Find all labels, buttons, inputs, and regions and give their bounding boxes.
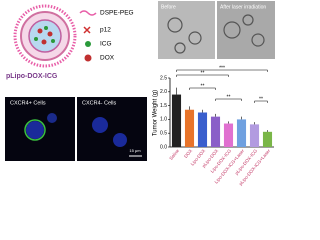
y-tick-label: 1.0 xyxy=(160,117,167,123)
bar xyxy=(249,124,260,147)
significance-label: *** xyxy=(219,65,225,71)
microscopy-image xyxy=(77,97,147,161)
significance-label: ** xyxy=(227,94,231,100)
y-tick-label: 2.0 xyxy=(160,89,167,95)
tem-vesicles xyxy=(167,14,265,54)
y-tick-label: 1.5 xyxy=(160,103,167,109)
bar xyxy=(171,94,182,147)
y-axis-title: Tumor Weight (g) xyxy=(153,90,159,136)
tem-image xyxy=(217,1,275,59)
tem-image xyxy=(158,1,215,59)
legend-icons xyxy=(79,10,97,62)
significance-bracket xyxy=(189,87,216,90)
y-tick-label: 2.5 xyxy=(160,75,167,81)
figure: DSPE-PEG p12 ICG DOX pLipo-DOX-ICG Befor… xyxy=(5,1,275,186)
bar xyxy=(210,116,221,147)
significance-bracket xyxy=(176,74,229,77)
tem-label: After laser irradiation xyxy=(220,4,266,10)
legend-label: DOX xyxy=(100,55,115,62)
microscopy-label: CXCR4+ Cells xyxy=(10,100,46,106)
significance-label: ** xyxy=(259,96,263,102)
schematic-label: pLipo-DOX-ICG xyxy=(6,73,58,80)
bar xyxy=(184,109,195,147)
significance-label: ** xyxy=(201,83,205,89)
significance-bracket xyxy=(215,98,242,101)
x-tick-label: DOX xyxy=(183,148,193,159)
bar xyxy=(236,119,247,147)
significance-bracket xyxy=(176,69,268,72)
cells xyxy=(24,113,142,157)
significance-label: ** xyxy=(201,70,205,76)
legend-label: p12 xyxy=(100,27,111,34)
legend-label: ICG xyxy=(100,41,112,48)
microscopy-label: CXCR4- Cells xyxy=(82,100,116,106)
scale-label: 15 μm xyxy=(129,148,141,153)
y-tick-label: 0.5 xyxy=(160,131,167,137)
bar xyxy=(262,131,273,147)
nanoparticle xyxy=(13,4,77,68)
legend-label: DSPE-PEG xyxy=(100,10,134,17)
y-tick-label: 0.0 xyxy=(160,144,167,150)
tem-label: Before xyxy=(161,4,176,10)
bar xyxy=(197,112,208,147)
bar xyxy=(223,123,234,147)
significance-bracket xyxy=(254,100,268,103)
x-tick-label: Saline xyxy=(168,148,180,161)
